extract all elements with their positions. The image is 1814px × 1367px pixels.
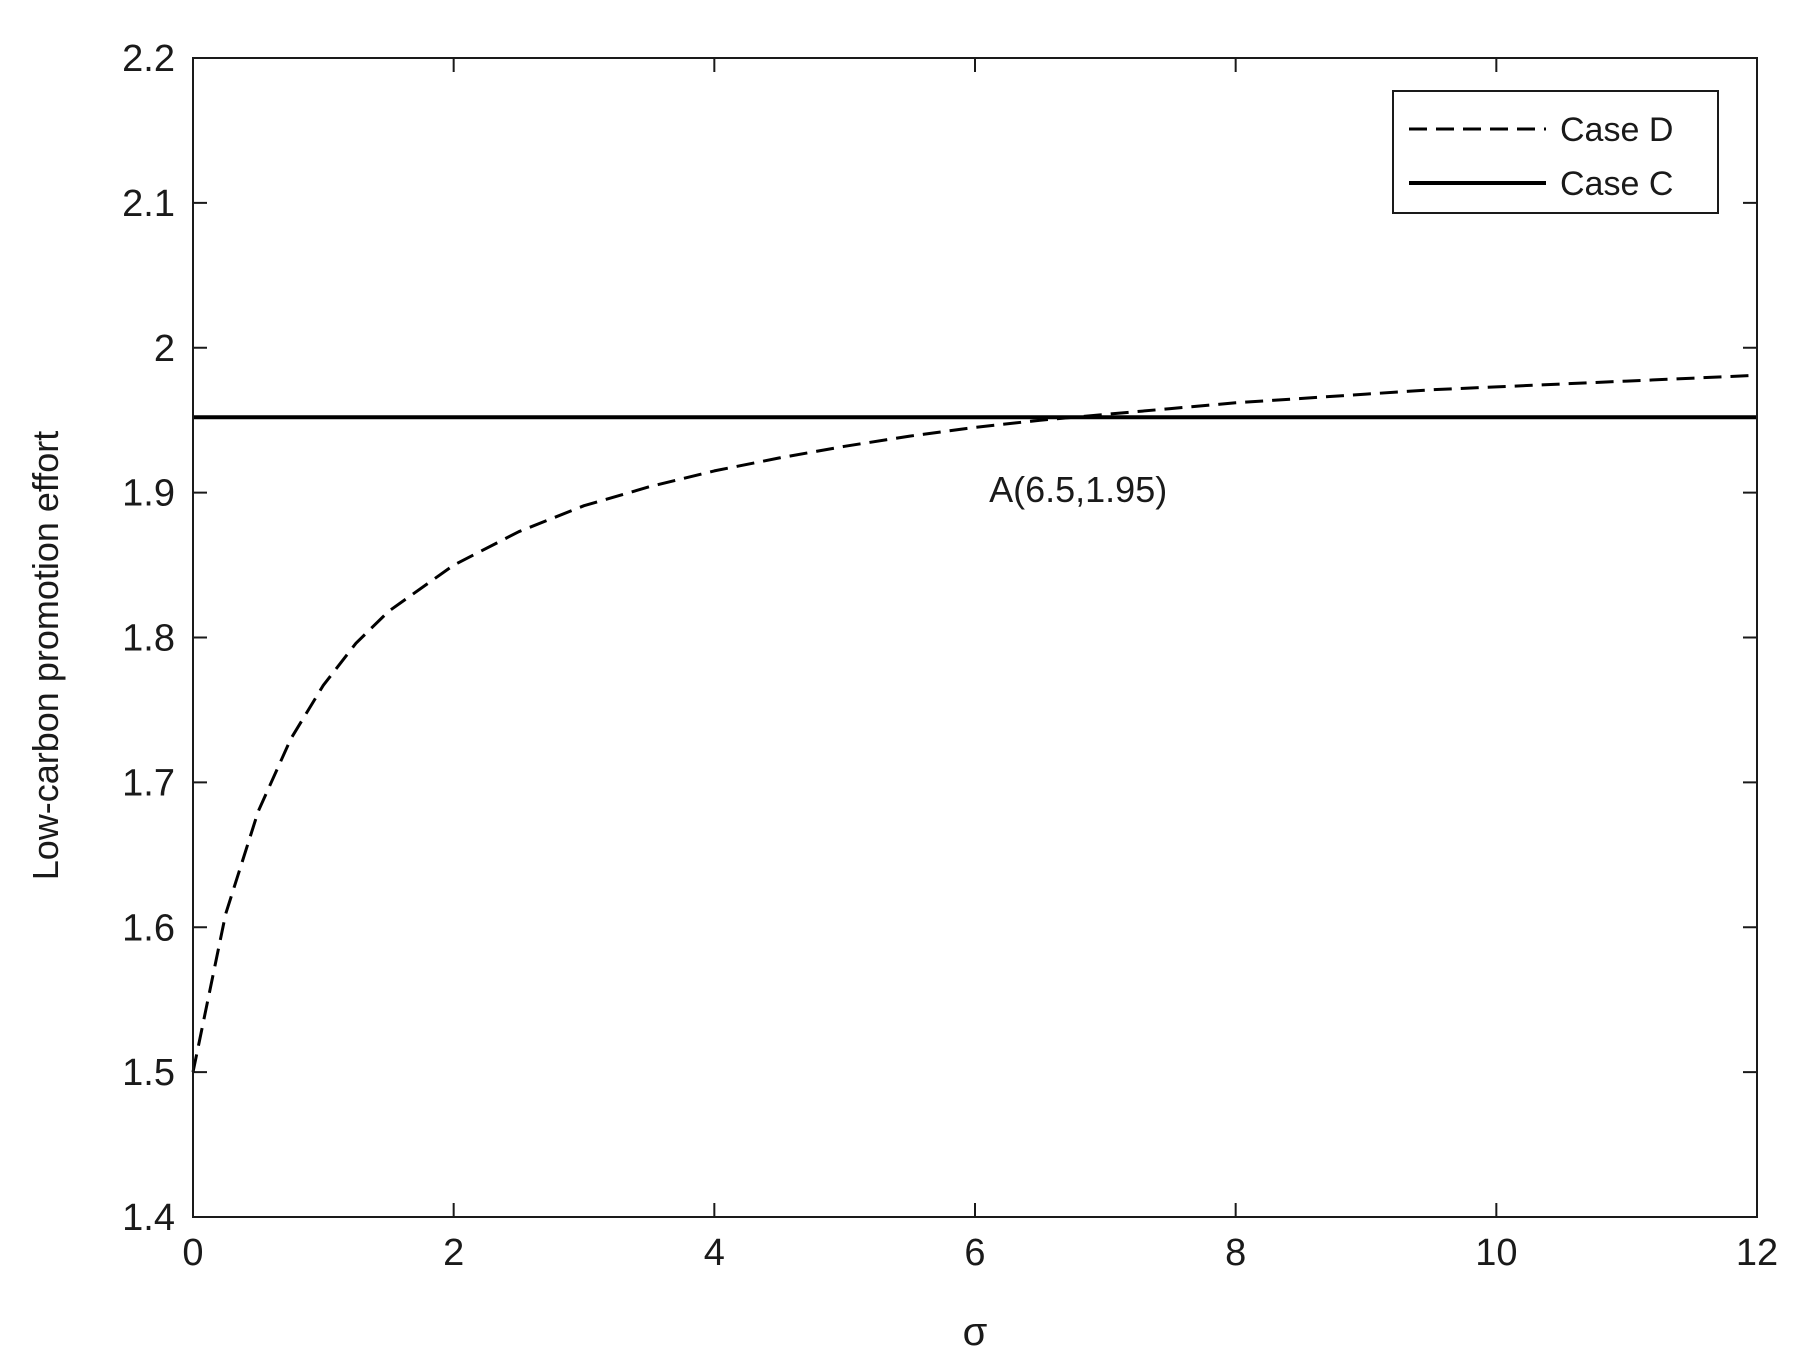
series-layer <box>191 373 1758 1073</box>
y-tick-label: 1.6 <box>122 907 175 949</box>
y-axis-label: Low-carbon promotion effort <box>25 431 66 881</box>
legend: Case D Case C <box>1392 90 1719 214</box>
intersection-annotation: A(6.5,1.95) <box>989 469 1167 510</box>
legend-box <box>1392 90 1719 214</box>
y-tick-label: 1.7 <box>122 762 175 804</box>
y-tick-label: 1.8 <box>122 618 175 660</box>
x-tick-label: 8 <box>1225 1232 1246 1274</box>
x-tick-label: 6 <box>964 1232 985 1274</box>
legend-label-case-c: Case C <box>1560 165 1673 203</box>
x-tick-label: 0 <box>182 1232 203 1274</box>
x-tick-label: 10 <box>1475 1232 1517 1274</box>
x-tick-label: 4 <box>704 1232 725 1274</box>
y-tick-label: 1.9 <box>122 473 175 515</box>
x-axis-label: σ <box>963 1310 988 1354</box>
x-tick-label: 2 <box>443 1232 464 1274</box>
y-tick-label: 2 <box>154 328 175 370</box>
y-tick-label: 2.1 <box>122 183 175 225</box>
x-tick-label: 12 <box>1736 1232 1778 1274</box>
y-tick-label: 1.4 <box>122 1197 175 1239</box>
legend-label-case-d: Case D <box>1560 111 1673 149</box>
y-tick-label: 1.5 <box>122 1052 175 1094</box>
plot-area-frame <box>192 57 1758 1218</box>
tick-labels: 0 2 4 6 8 10 12 1.4 1.5 1.6 1.7 1.8 1.9 2 2.1 2.2 <box>122 38 1778 1274</box>
series-line-case-d <box>191 373 1758 1073</box>
y-tick-label: 2.2 <box>122 38 175 80</box>
